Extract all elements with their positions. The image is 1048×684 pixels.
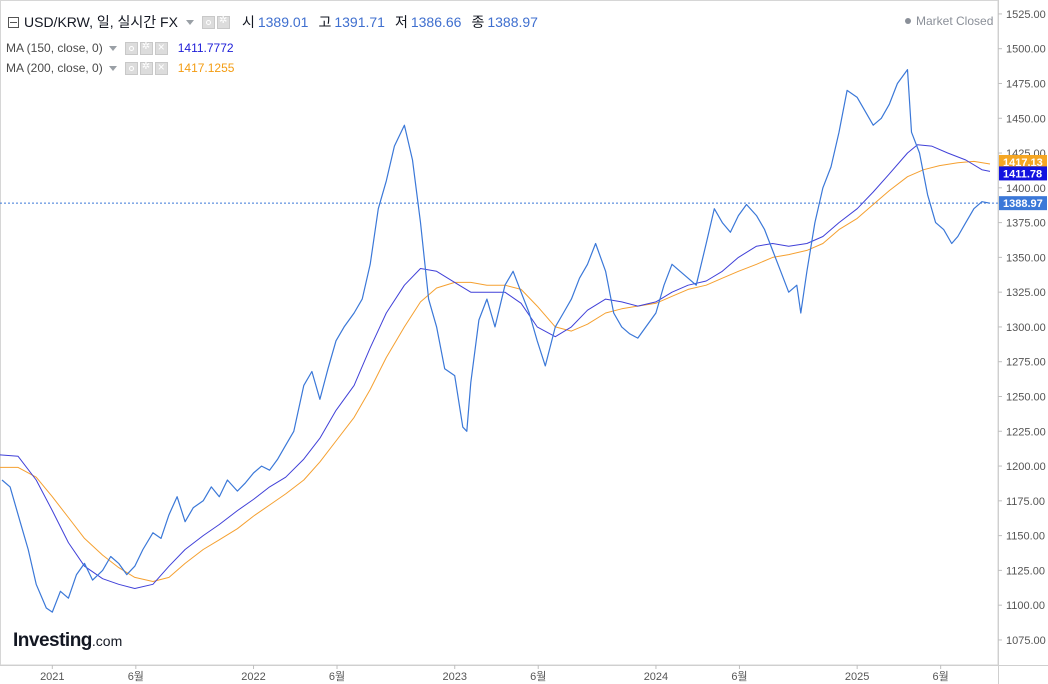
- x-tick-label: 6월: [128, 670, 144, 683]
- close-icon[interactable]: [154, 40, 168, 55]
- y-tick-label: 1350.00: [1006, 252, 1046, 264]
- axis-label-bg-ma150: [999, 166, 1047, 181]
- x-tick-label: 6월: [530, 670, 546, 683]
- symbol-dropdown-icon[interactable]: [185, 19, 194, 25]
- y-tick-label: 1125.00: [1006, 565, 1045, 577]
- axis-label-ma200: 1417.13: [1003, 157, 1043, 169]
- gear-icon[interactable]: [139, 41, 153, 55]
- y-tick-label: 1300.00: [1006, 322, 1046, 334]
- investing-logo: Investing .com: [13, 630, 122, 652]
- x-tick-label: 2023: [442, 671, 466, 683]
- ma150-label[interactable]: MA (150, close, 0): [6, 41, 103, 55]
- ma150-value: 1411.7772: [177, 41, 234, 55]
- eye-icon[interactable]: [124, 41, 138, 55]
- x-tick-label: 2025: [845, 671, 869, 683]
- y-tick-label: 1175.00: [1006, 496, 1045, 508]
- collapse-legend-icon[interactable]: [8, 16, 19, 28]
- logo-suffix: .com: [91, 633, 123, 649]
- low-value: 1386.66: [410, 14, 462, 30]
- plot-area: [0, 0, 999, 666]
- eye-icon[interactable]: [201, 15, 215, 29]
- y-tick-label: 1275.00: [1006, 357, 1046, 369]
- x-tick-label: 2024: [644, 671, 668, 683]
- series-line-ma150: [0, 144, 991, 589]
- x-tick-label: 6월: [933, 670, 949, 683]
- x-tick-label: 2022: [241, 671, 265, 683]
- y-tick-label: 1500.00: [1006, 44, 1046, 56]
- chart-legend-main: USD/KRW, 일, 실시간 FX 시 1389.01 고 1391.71 저…: [8, 10, 538, 34]
- axis-label-bg-ma200: [999, 154, 1047, 169]
- logo-text: Investing: [13, 630, 92, 651]
- ma150-dropdown-icon[interactable]: [108, 45, 117, 51]
- y-tick-label: 1325.00: [1006, 287, 1046, 299]
- high-label: 고: [318, 14, 332, 30]
- open-label: 시: [241, 14, 255, 30]
- open-value: 1389.01: [257, 14, 309, 30]
- series-line-price: [1, 69, 991, 613]
- y-tick-label: 1150.00: [1006, 531, 1045, 543]
- y-tick-label: 1225.00: [1006, 426, 1046, 438]
- eye-icon[interactable]: [124, 61, 138, 75]
- low-label: 저: [394, 14, 408, 30]
- axis-label-ma150: 1411.78: [1003, 168, 1042, 180]
- high-value: 1391.71: [334, 14, 385, 30]
- y-tick-label: 1200.00: [1006, 461, 1046, 473]
- y-tick-label: 1075.00: [1006, 635, 1046, 647]
- indicator-ma200-legend: MA (200, close, 0) 1417.1255: [6, 56, 234, 80]
- status-dot-icon: [905, 18, 911, 24]
- close-icon[interactable]: [154, 60, 168, 75]
- series-line-ma200: [0, 160, 991, 582]
- indicator-ma150-legend: MA (150, close, 0) 1411.7772: [6, 36, 234, 60]
- axis-label-price: 1388.97: [1003, 198, 1043, 210]
- y-tick-label: 1100.00: [1006, 600, 1045, 612]
- y-tick-label: 1250.00: [1006, 391, 1046, 403]
- ma200-label[interactable]: MA (200, close, 0): [6, 61, 103, 75]
- y-tick-label: 1450.00: [1006, 113, 1046, 125]
- x-tick-label: 6월: [329, 670, 345, 683]
- close-label: 종: [471, 14, 485, 30]
- close-value: 1388.97: [487, 14, 538, 30]
- y-tick-label: 1375.00: [1006, 218, 1046, 230]
- gear-icon[interactable]: [139, 61, 153, 75]
- market-status-text: Market Closed: [916, 14, 994, 28]
- y-tick-label: 1475.00: [1006, 78, 1046, 90]
- gear-icon[interactable]: [216, 15, 230, 29]
- market-status: Market Closed: [905, 14, 993, 28]
- ma200-dropdown-icon[interactable]: [108, 65, 117, 71]
- y-tick-label: 1525.00: [1006, 9, 1046, 21]
- ma200-value: 1417.1255: [177, 61, 235, 75]
- axis-label-bg-price: [999, 196, 1047, 211]
- x-tick-label: 6월: [731, 670, 747, 683]
- symbol-title[interactable]: USD/KRW, 일, 실시간 FX: [24, 14, 178, 30]
- y-tick-label: 1400.00: [1006, 183, 1046, 195]
- x-tick-label: 2021: [40, 671, 64, 683]
